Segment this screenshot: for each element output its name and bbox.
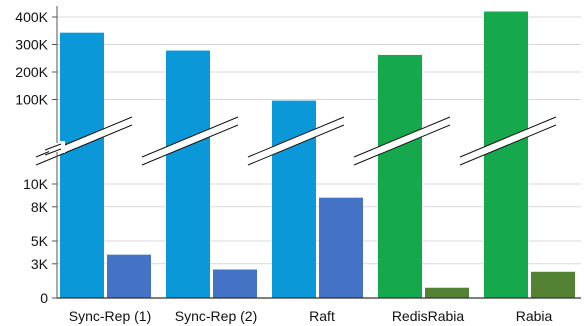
break-band (248, 117, 344, 165)
y-axis-break-slash (44, 143, 62, 151)
break-slash (141, 124, 239, 166)
y-tick-label: 5K (31, 233, 49, 249)
bar (60, 32, 104, 299)
bar (319, 197, 363, 298)
bar (272, 100, 316, 298)
x-tick-label: Rabia (516, 308, 553, 324)
axes (52, 6, 581, 299)
x-tick-label: RedisRabia (392, 308, 465, 324)
y-axis-break-slash (44, 148, 62, 156)
y-tick-label: 400K (15, 9, 48, 25)
break-slash (247, 124, 345, 166)
x-tick-label: Raft (309, 308, 335, 324)
break-slash (459, 116, 557, 158)
break-slash (353, 116, 451, 158)
bar (166, 50, 210, 298)
y-tick-label: 10K (23, 176, 49, 192)
break-band (142, 117, 238, 165)
bar (107, 254, 151, 298)
bar (484, 11, 528, 298)
axis-break-marks (35, 116, 557, 166)
y-tick-label: 300K (15, 37, 48, 53)
bar (531, 271, 575, 298)
break-slash (353, 124, 451, 166)
bar (425, 287, 469, 298)
x-tick-label: Sync-Rep (1) (69, 308, 151, 324)
break-band (460, 117, 556, 165)
y-tick-label: 0 (40, 290, 48, 306)
y-tick-label: 8K (31, 199, 49, 215)
break-slash (459, 124, 557, 166)
y-tick-label: 200K (15, 64, 48, 80)
y-tick-label: 100K (15, 92, 48, 108)
break-band (354, 117, 450, 165)
bar (213, 269, 257, 298)
x-tick-label: Sync-Rep (2) (175, 308, 257, 324)
y-tick-label: 3K (31, 256, 49, 272)
break-slash (35, 124, 133, 166)
break-slash (247, 116, 345, 158)
tick-labels: 0 3K 5K 8K 10K 100K 200K 300K 400K Sync-Rep (1) Sy… (15, 9, 552, 324)
break-slash (141, 116, 239, 158)
bars (60, 11, 575, 299)
bar (378, 54, 422, 299)
